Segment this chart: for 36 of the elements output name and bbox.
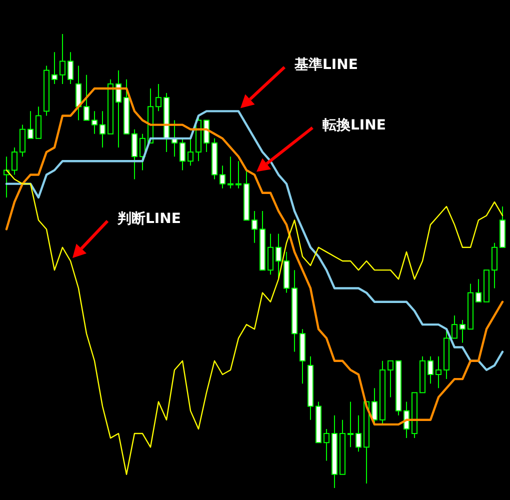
candlestick xyxy=(180,138,186,171)
candlestick xyxy=(492,242,498,289)
annotation: 基準LINE xyxy=(294,57,358,74)
candlestick xyxy=(436,356,442,389)
candlestick xyxy=(348,401,354,448)
candlestick xyxy=(428,356,434,384)
annotation: 判断LINE xyxy=(116,211,181,227)
candlestick xyxy=(68,52,74,84)
candlestick xyxy=(372,388,378,425)
candlestick xyxy=(36,106,42,139)
candlestick xyxy=(252,210,258,244)
candlestick xyxy=(228,156,234,189)
candlestick xyxy=(276,233,282,280)
candlestick xyxy=(476,278,482,302)
candlestick xyxy=(28,110,34,139)
candlestick xyxy=(140,133,146,171)
candlestick xyxy=(156,83,162,112)
candlestick xyxy=(132,128,138,180)
candlestick xyxy=(188,138,194,166)
candlestick xyxy=(236,160,242,189)
candlestick xyxy=(60,34,66,84)
candlestick xyxy=(12,147,18,176)
candlestick xyxy=(388,360,394,398)
candlestick xyxy=(268,233,274,276)
candlestick xyxy=(356,414,362,452)
candlestick xyxy=(460,320,466,344)
candlestick xyxy=(92,110,98,134)
candlestick xyxy=(76,65,82,121)
candlestick xyxy=(84,74,90,121)
candlestick xyxy=(20,124,26,158)
annotation: 転換LINE xyxy=(322,118,386,134)
candlestick xyxy=(220,165,226,189)
candlestick xyxy=(324,428,330,462)
candlestick xyxy=(52,52,58,84)
candlestick xyxy=(452,314,458,339)
candlestick xyxy=(100,110,106,148)
